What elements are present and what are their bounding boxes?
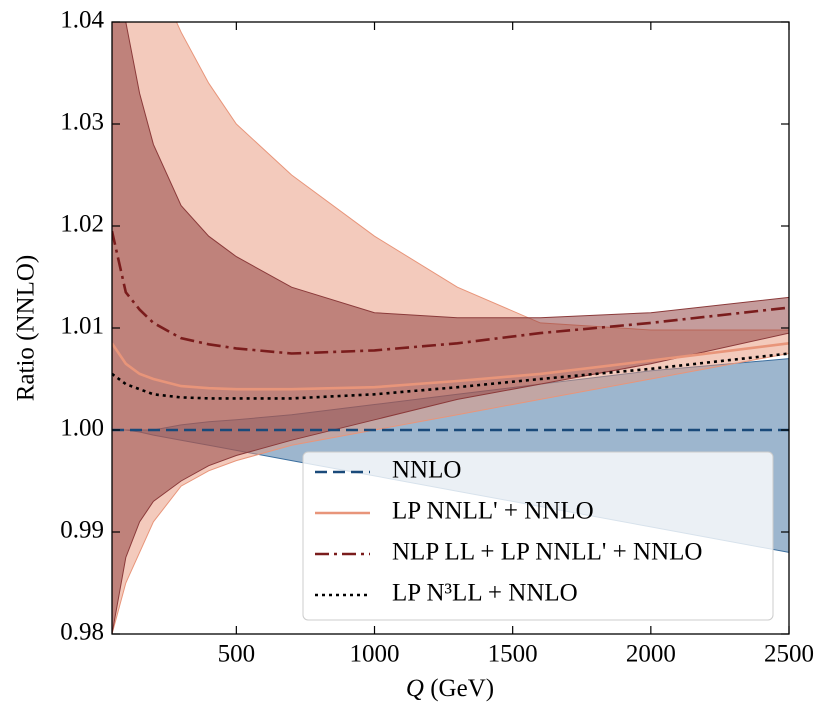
x-axis-unit: (GeV) [430,675,494,702]
y-tick-label: 1.01 [60,313,104,340]
y-axis-label: Ratio (NNLO) [13,255,40,402]
y-tick-label: 1.00 [60,415,104,442]
x-tick-label: 2500 [764,641,814,668]
y-tick-label: 1.03 [60,109,104,136]
y-tick-label: 0.99 [60,517,104,544]
x-axis-label: Q (GeV) [406,675,494,702]
legend-label: LP N³LL + NNLO [392,580,578,607]
x-tick-label: 1500 [488,641,538,668]
uncertainty-band [112,22,789,634]
x-axis-var: Q [406,675,424,702]
legend-label: NNLO [392,457,461,484]
legend-label: LP NNLL' + NNLO [392,498,594,525]
x-tick-label: 1000 [350,641,400,668]
y-tick-label: 0.98 [60,619,104,646]
x-tick-label: 500 [218,641,256,668]
legend-box [302,451,774,621]
series-line [112,230,789,355]
x-tick-label: 2000 [626,641,676,668]
legend-label: NLP LL + LP NNLL' + NNLO [392,539,702,566]
legend: NNLO LP NNLL' + NNLO NLP LL + LP NNLL' + N… [302,451,774,621]
series-line [112,342,789,391]
y-tick-label: 1.02 [60,211,104,238]
series-line [112,352,789,400]
y-tick-label: 1.04 [60,7,104,34]
lines [112,230,789,432]
